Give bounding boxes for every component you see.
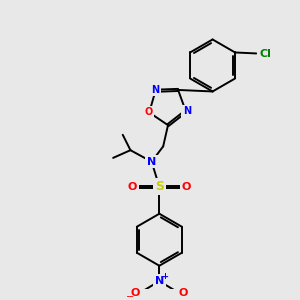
Text: N: N	[147, 157, 156, 167]
Text: S: S	[155, 180, 164, 193]
Text: Cl: Cl	[259, 50, 271, 59]
Text: +: +	[161, 272, 168, 281]
Text: N: N	[155, 276, 164, 286]
Text: N: N	[183, 106, 191, 116]
Text: −: −	[126, 292, 134, 300]
Text: O: O	[130, 288, 140, 298]
Text: O: O	[128, 182, 137, 192]
Text: O: O	[179, 288, 188, 298]
Text: O: O	[182, 182, 191, 192]
Text: O: O	[144, 107, 152, 118]
Text: N: N	[152, 85, 160, 95]
